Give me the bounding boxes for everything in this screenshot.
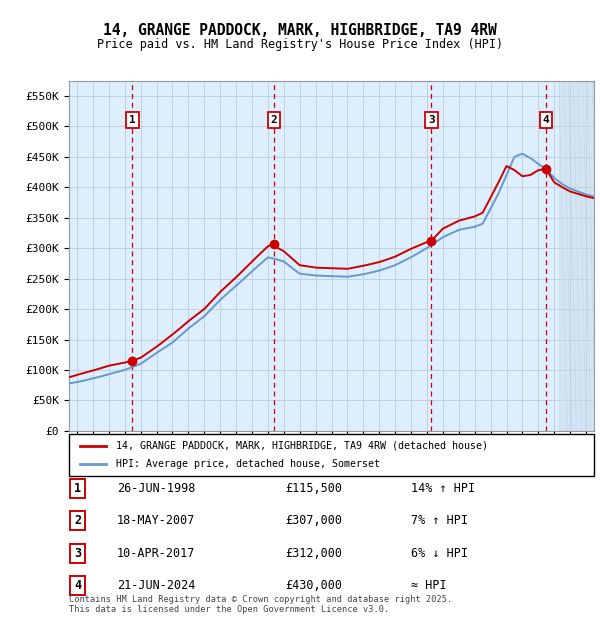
- Text: 7% ↑ HPI: 7% ↑ HPI: [411, 515, 468, 527]
- Text: 10-APR-2017: 10-APR-2017: [117, 547, 196, 559]
- Text: £430,000: £430,000: [285, 579, 342, 591]
- Text: Price paid vs. HM Land Registry's House Price Index (HPI): Price paid vs. HM Land Registry's House …: [97, 38, 503, 51]
- Text: 6% ↓ HPI: 6% ↓ HPI: [411, 547, 468, 559]
- Text: 1: 1: [74, 482, 81, 495]
- Text: 14, GRANGE PADDOCK, MARK, HIGHBRIDGE, TA9 4RW: 14, GRANGE PADDOCK, MARK, HIGHBRIDGE, TA…: [103, 24, 497, 38]
- Text: Contains HM Land Registry data © Crown copyright and database right 2025.: Contains HM Land Registry data © Crown c…: [69, 595, 452, 604]
- Text: HPI: Average price, detached house, Somerset: HPI: Average price, detached house, Some…: [116, 459, 380, 469]
- Text: 3: 3: [74, 547, 81, 559]
- Text: 2: 2: [271, 115, 277, 125]
- Text: 1: 1: [129, 115, 136, 125]
- Text: £312,000: £312,000: [285, 547, 342, 559]
- Text: 4: 4: [542, 115, 550, 125]
- Text: 4: 4: [74, 579, 81, 591]
- Text: 14% ↑ HPI: 14% ↑ HPI: [411, 482, 475, 495]
- Text: £115,500: £115,500: [285, 482, 342, 495]
- Text: 14, GRANGE PADDOCK, MARK, HIGHBRIDGE, TA9 4RW (detached house): 14, GRANGE PADDOCK, MARK, HIGHBRIDGE, TA…: [116, 441, 488, 451]
- Text: 2: 2: [74, 515, 81, 527]
- Text: ≈ HPI: ≈ HPI: [411, 579, 446, 591]
- Text: 26-JUN-1998: 26-JUN-1998: [117, 482, 196, 495]
- Text: £307,000: £307,000: [285, 515, 342, 527]
- Text: 18-MAY-2007: 18-MAY-2007: [117, 515, 196, 527]
- Text: This data is licensed under the Open Government Licence v3.0.: This data is licensed under the Open Gov…: [69, 604, 389, 614]
- Text: 21-JUN-2024: 21-JUN-2024: [117, 579, 196, 591]
- Text: 3: 3: [428, 115, 435, 125]
